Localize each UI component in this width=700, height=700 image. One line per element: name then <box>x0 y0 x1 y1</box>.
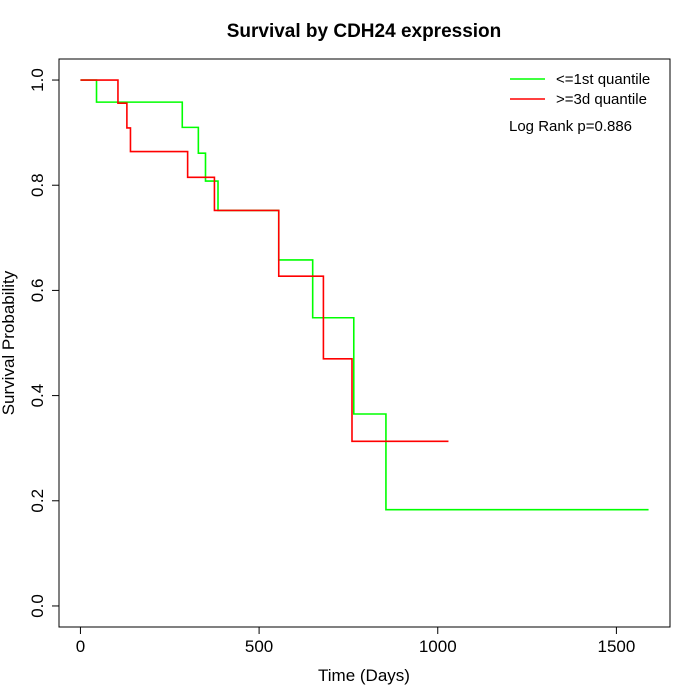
series-layer <box>80 79 649 511</box>
chart-title: Survival by CDH24 expression <box>227 21 502 42</box>
x-axis: 0 500 1000 1500 <box>76 626 635 656</box>
y-tick-label: 0.6 <box>28 279 47 303</box>
y-axis: 0.0 0.2 0.4 0.6 0.8 1.0 <box>28 68 60 618</box>
x-tick-label: 500 <box>245 637 273 656</box>
y-tick-label: 0.0 <box>28 594 47 618</box>
survival-curve-2 <box>80 79 449 443</box>
x-axis-label: Time (Days) <box>318 666 410 685</box>
y-axis-label: Survival Probability <box>0 270 18 415</box>
y-tick-label: 1.0 <box>28 68 47 92</box>
y-tick-label: 0.8 <box>28 173 47 197</box>
plot-frame <box>58 58 671 628</box>
y-tick-label: 0.4 <box>28 384 47 408</box>
x-tick-label: 1500 <box>597 637 635 656</box>
y-tick-label: 0.2 <box>28 489 47 513</box>
legend-label-2: >=3d quantile <box>556 91 647 108</box>
x-tick-label: 1000 <box>419 637 457 656</box>
survival-curve-1 <box>80 79 649 511</box>
legend-label-1: <=1st quantile <box>556 71 650 88</box>
log-rank-annotation: Log Rank p=0.886 <box>509 118 632 135</box>
x-tick-label: 0 <box>76 637 85 656</box>
legend: <=1st quantile >=3d quantile <box>510 71 650 108</box>
